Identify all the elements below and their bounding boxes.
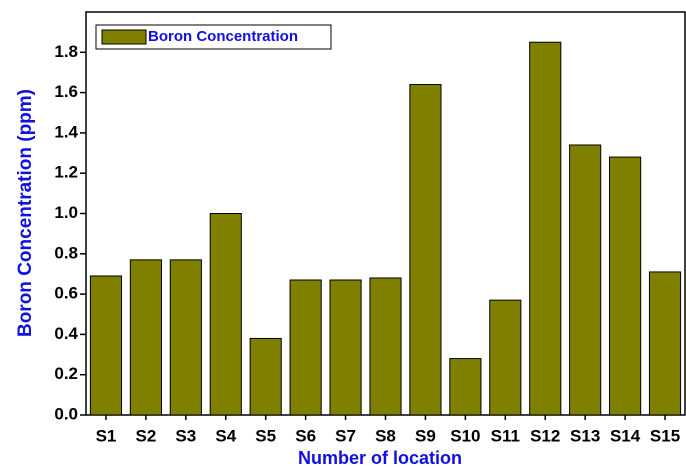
bar [289,279,322,416]
x-tick-label: S7 [335,426,356,445]
x-tick-label: S1 [96,426,117,445]
legend-label: Boron Concentration [148,28,298,45]
y-tick-label: 1.2 [54,163,78,182]
x-tick-label: S13 [570,426,600,445]
y-tick-label: 1.6 [54,82,78,101]
bar [609,156,642,416]
x-tick-label: S2 [136,426,157,445]
y-tick-label: 0.0 [54,404,78,423]
x-tick-label: S14 [610,426,641,445]
bar [569,144,602,416]
x-tick-label: S6 [295,426,316,445]
y-tick-label: 0.2 [54,364,78,383]
bar [369,277,402,416]
bar [249,337,282,416]
x-tick-label: S8 [375,426,396,445]
bar [129,259,162,416]
legend-swatch [101,29,147,45]
bar [169,259,202,416]
y-tick-label: 1.4 [54,122,78,141]
bar [89,275,123,416]
x-tick-label: S11 [491,426,520,445]
bar [409,84,442,416]
x-tick-label: S10 [450,426,480,445]
y-tick-label: 1.8 [54,42,78,61]
bar [209,213,242,416]
x-tick-label: S3 [175,426,196,445]
x-axis-label: Number of location [298,448,462,468]
x-tick-label: S5 [255,426,276,445]
bar [529,41,562,416]
bar [449,358,482,416]
y-axis-label: Boron Concentration (ppm) [15,89,36,337]
y-tick-label: 0.6 [54,284,78,303]
x-tick-label: S12 [530,426,560,445]
x-tick-label: S15 [650,426,680,445]
y-tick-label: 1.0 [54,203,78,222]
x-tick-label: S9 [415,426,436,445]
bar [329,279,362,416]
x-tick-label: S4 [215,426,236,445]
bar [489,299,522,416]
y-tick-label: 0.8 [54,243,78,262]
bar [648,271,682,416]
y-tick-label: 0.4 [54,324,78,343]
